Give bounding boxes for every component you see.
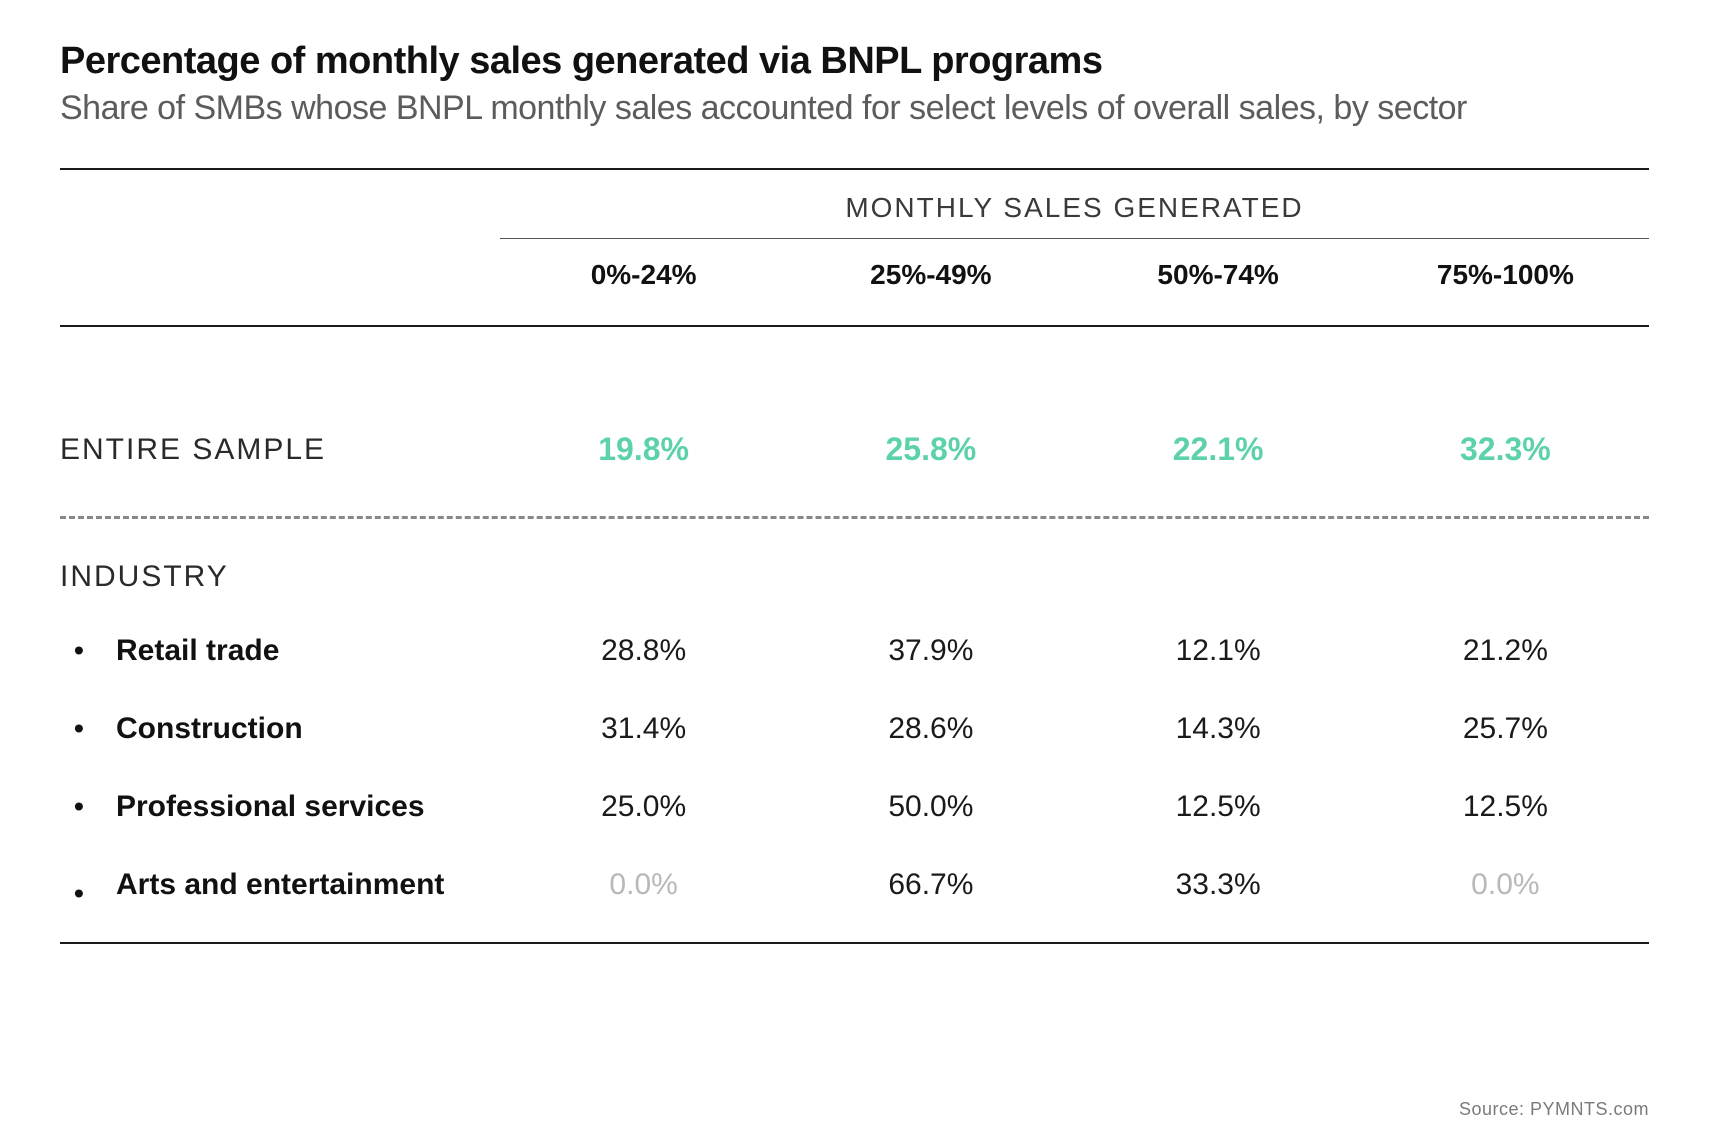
row-label-0: Retail trade [60, 612, 500, 690]
cell-3-3: 0.0% [1362, 846, 1649, 943]
entire-sample-val-3: 32.3% [1362, 419, 1649, 480]
cell-0-1: 37.9% [787, 612, 1074, 690]
bnpl-sales-table: MONTHLY SALES GENERATED 0%-24% 25%-49% 5… [60, 168, 1649, 944]
cell-0-2: 12.1% [1075, 612, 1362, 690]
dashed-divider [60, 516, 1649, 519]
industry-section-label: INDUSTRY [60, 530, 1649, 612]
cell-1-2: 14.3% [1075, 690, 1362, 768]
row-label-1: Construction [60, 690, 500, 768]
cell-1-0: 31.4% [500, 690, 787, 768]
row-label-2: Professional services [60, 768, 500, 846]
chart-subtitle: Share of SMBs whose BNPL monthly sales a… [60, 89, 1649, 128]
entire-sample-row: ENTIRE SAMPLE 19.8% 25.8% 22.1% 32.3% [60, 419, 1649, 480]
table-row: Professional services 25.0% 50.0% 12.5% … [60, 768, 1649, 846]
page: Percentage of monthly sales generated vi… [0, 0, 1709, 1140]
cell-0-3: 21.2% [1362, 612, 1649, 690]
col-header-2: 50%-74% [1075, 239, 1362, 327]
cell-3-1: 66.7% [787, 846, 1074, 943]
source-attribution: Source: PYMNTS.com [1459, 1099, 1649, 1120]
cell-3-2: 33.3% [1075, 846, 1362, 943]
cell-0-0: 28.8% [500, 612, 787, 690]
entire-sample-val-2: 22.1% [1075, 419, 1362, 480]
table-row: Construction 31.4% 28.6% 14.3% 25.7% [60, 690, 1649, 768]
cell-1-1: 28.6% [787, 690, 1074, 768]
row-label-3: Arts and entertainment [60, 846, 500, 943]
cell-2-2: 12.5% [1075, 768, 1362, 846]
col-header-3: 75%-100% [1362, 239, 1649, 327]
cell-3-0: 0.0% [500, 846, 787, 943]
cell-2-1: 50.0% [787, 768, 1074, 846]
cell-1-3: 25.7% [1362, 690, 1649, 768]
table-superheader: MONTHLY SALES GENERATED [500, 169, 1649, 239]
table-row: Arts and entertainment 0.0% 66.7% 33.3% … [60, 846, 1649, 943]
col-header-1: 25%-49% [787, 239, 1074, 327]
entire-sample-val-0: 19.8% [500, 419, 787, 480]
chart-title: Percentage of monthly sales generated vi… [60, 40, 1649, 83]
cell-2-0: 25.0% [500, 768, 787, 846]
entire-sample-val-1: 25.8% [787, 419, 1074, 480]
entire-sample-label: ENTIRE SAMPLE [60, 419, 500, 480]
table-row: Retail trade 28.8% 37.9% 12.1% 21.2% [60, 612, 1649, 690]
col-header-0: 0%-24% [500, 239, 787, 327]
cell-2-3: 12.5% [1362, 768, 1649, 846]
